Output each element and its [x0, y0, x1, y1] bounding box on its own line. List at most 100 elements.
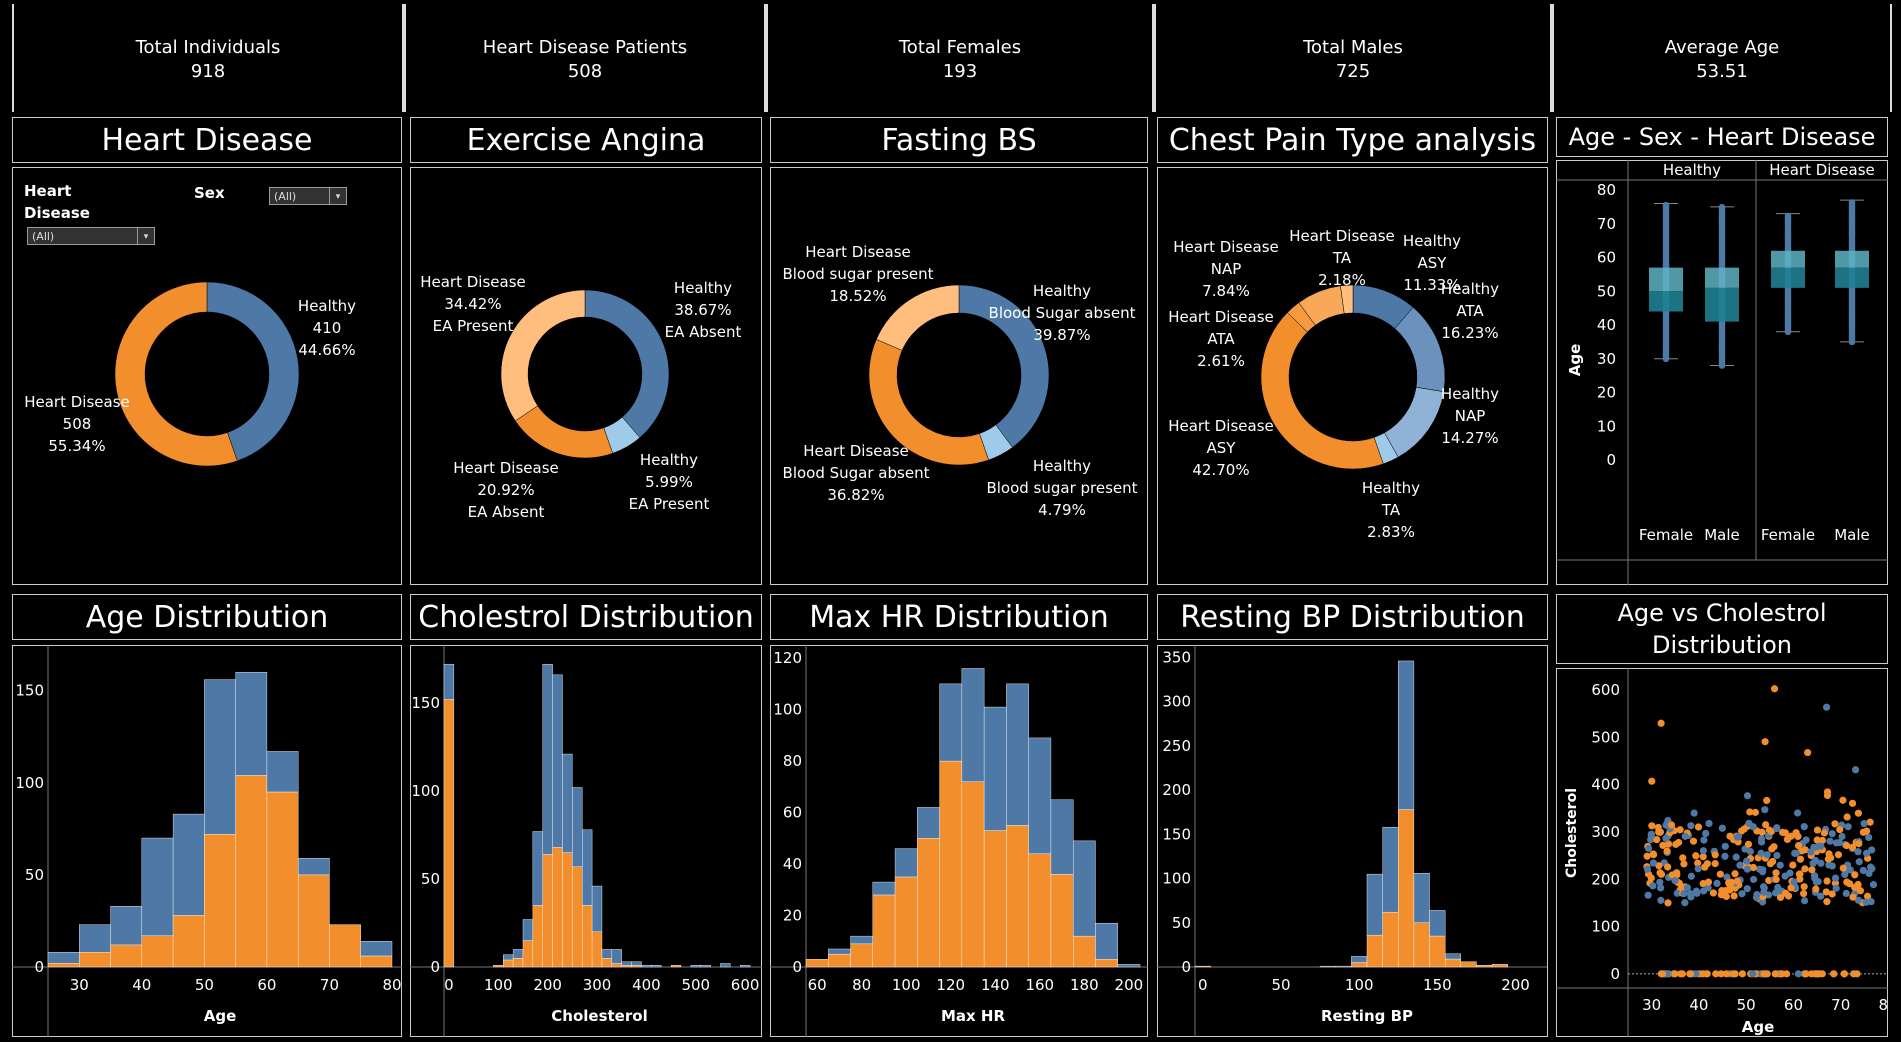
scatter-point: [1796, 870, 1804, 878]
bar-heart-disease: [266, 791, 299, 968]
scatter-point: [1789, 861, 1797, 869]
heart-disease-filter-dropdown[interactable]: (All) ▾: [27, 227, 155, 245]
scatter-point: [1662, 834, 1670, 842]
scatter-point: [1865, 833, 1873, 842]
x-tick-label: 600: [731, 976, 760, 994]
scatter-point: [1823, 877, 1831, 885]
scatter-point: [1766, 860, 1775, 868]
scatter-point: [1694, 859, 1702, 867]
scatter-point: [1851, 871, 1859, 879]
scatter-point: [1649, 882, 1657, 890]
donut-label: 34.42%: [444, 295, 501, 313]
x-tick-label: 40: [1689, 996, 1708, 1014]
y-tick-label: 200: [1591, 870, 1620, 888]
donut-label: Heart Disease: [1289, 227, 1395, 245]
kpi-total-females: Total Females 193: [766, 4, 1154, 112]
x-tick-label: 30: [70, 976, 89, 994]
scatter-point: [1643, 852, 1651, 860]
bar-healthy: [1366, 873, 1383, 936]
x-tick-label: 60: [808, 976, 827, 994]
bar-healthy: [894, 848, 918, 878]
scatter-point: [1845, 880, 1854, 888]
bar-heart-disease: [172, 915, 205, 968]
bar-heart-disease: [493, 965, 504, 968]
scatter-point: [1793, 809, 1802, 817]
scatter-point: [1758, 828, 1766, 836]
scatter-point: [1860, 819, 1868, 828]
scatter-point: [1657, 884, 1665, 892]
scatter-point: [1791, 849, 1799, 857]
bar-healthy: [872, 881, 896, 896]
bar-healthy: [651, 965, 662, 968]
x-tick-label: 0: [1198, 976, 1208, 994]
scatter-point: [1842, 889, 1850, 898]
y-tick-label: 400: [1591, 776, 1620, 794]
kpi-value: 508: [567, 61, 603, 82]
bar-healthy: [512, 949, 524, 959]
hr-hist-panel: [770, 645, 1148, 1037]
donut-label: 36.82%: [827, 486, 884, 504]
donut-label: 4.79%: [1038, 501, 1086, 519]
kpi-label: Total Males: [1303, 37, 1403, 58]
x-axis-label: Age: [204, 1007, 237, 1025]
donut-label: Blood Sugar absent: [989, 304, 1136, 322]
donut-label: Heart Disease: [803, 442, 909, 460]
scatter-point: [1680, 889, 1688, 898]
exercise-angina-panel: [410, 167, 762, 585]
title-age-vs-cholestrol: Age vs Cholestrol Distribution: [1556, 594, 1888, 664]
bar-heart-disease: [828, 953, 851, 968]
bar-heart-disease: [917, 838, 940, 968]
donut-label: 42.70%: [1192, 461, 1249, 479]
kpi-total-males: Total Males 725: [1154, 4, 1552, 112]
donut-label: 410: [313, 319, 342, 337]
x-tick-label: 200: [533, 976, 562, 994]
scatter-point: [1738, 890, 1746, 898]
scatter-point: [1796, 875, 1804, 883]
scatter-point: [1694, 865, 1702, 873]
x-axis-label: Max HR: [941, 1007, 1006, 1025]
scatter-point: [1649, 859, 1658, 867]
fasting-bs-panel: [770, 167, 1148, 585]
bar-healthy: [1028, 737, 1052, 854]
donut-label: 5.99%: [645, 473, 693, 491]
scatter-point: [1679, 854, 1687, 862]
x-tick-label: 120: [936, 976, 965, 994]
sex-filter-dropdown[interactable]: (All) ▾: [269, 187, 347, 205]
x-tick-label: 100: [1345, 976, 1374, 994]
scatter-point: [1677, 970, 1685, 978]
donut-label: Heart Disease: [1173, 238, 1279, 256]
scatter-point: [1693, 889, 1701, 897]
scatter-point: [1673, 869, 1681, 877]
y-tick-label: 600: [1591, 681, 1620, 699]
kpi-value: 53.51: [1696, 61, 1748, 82]
scatter-point: [1818, 836, 1826, 845]
y-tick-label: 250: [1162, 737, 1191, 755]
age-sex-panel: [1556, 160, 1888, 585]
scatter-point: [1644, 844, 1653, 852]
scatter-point: [1664, 899, 1672, 907]
age-point: [1662, 201, 1670, 209]
bar-healthy: [110, 906, 143, 946]
scatter-point: [1811, 970, 1820, 978]
bar-heart-disease: [872, 894, 896, 968]
x-tick-label: Male: [1704, 526, 1740, 544]
scatter-point: [1751, 808, 1759, 816]
bar-healthy: [297, 858, 330, 876]
donut-label: Healthy: [1403, 232, 1461, 250]
bar-heart-disease: [983, 830, 1007, 968]
scatter-point: [1733, 833, 1741, 841]
scatter-point: [1732, 853, 1740, 861]
dropdown-value: (All): [32, 230, 55, 243]
bar-heart-disease: [552, 847, 563, 968]
scatter-point: [1686, 970, 1695, 978]
bar-healthy: [1429, 910, 1446, 937]
donut-label: 16.23%: [1441, 324, 1498, 342]
y-tick-label: 50: [25, 866, 44, 884]
scatter-point: [1675, 838, 1683, 847]
donut-slice: [1384, 386, 1445, 458]
scatter-point: [1689, 837, 1698, 845]
scatter-point: [1686, 890, 1694, 898]
bar-healthy: [1413, 873, 1430, 923]
scatter-point: [1770, 685, 1779, 693]
y-tick-label: 40: [1597, 316, 1616, 334]
